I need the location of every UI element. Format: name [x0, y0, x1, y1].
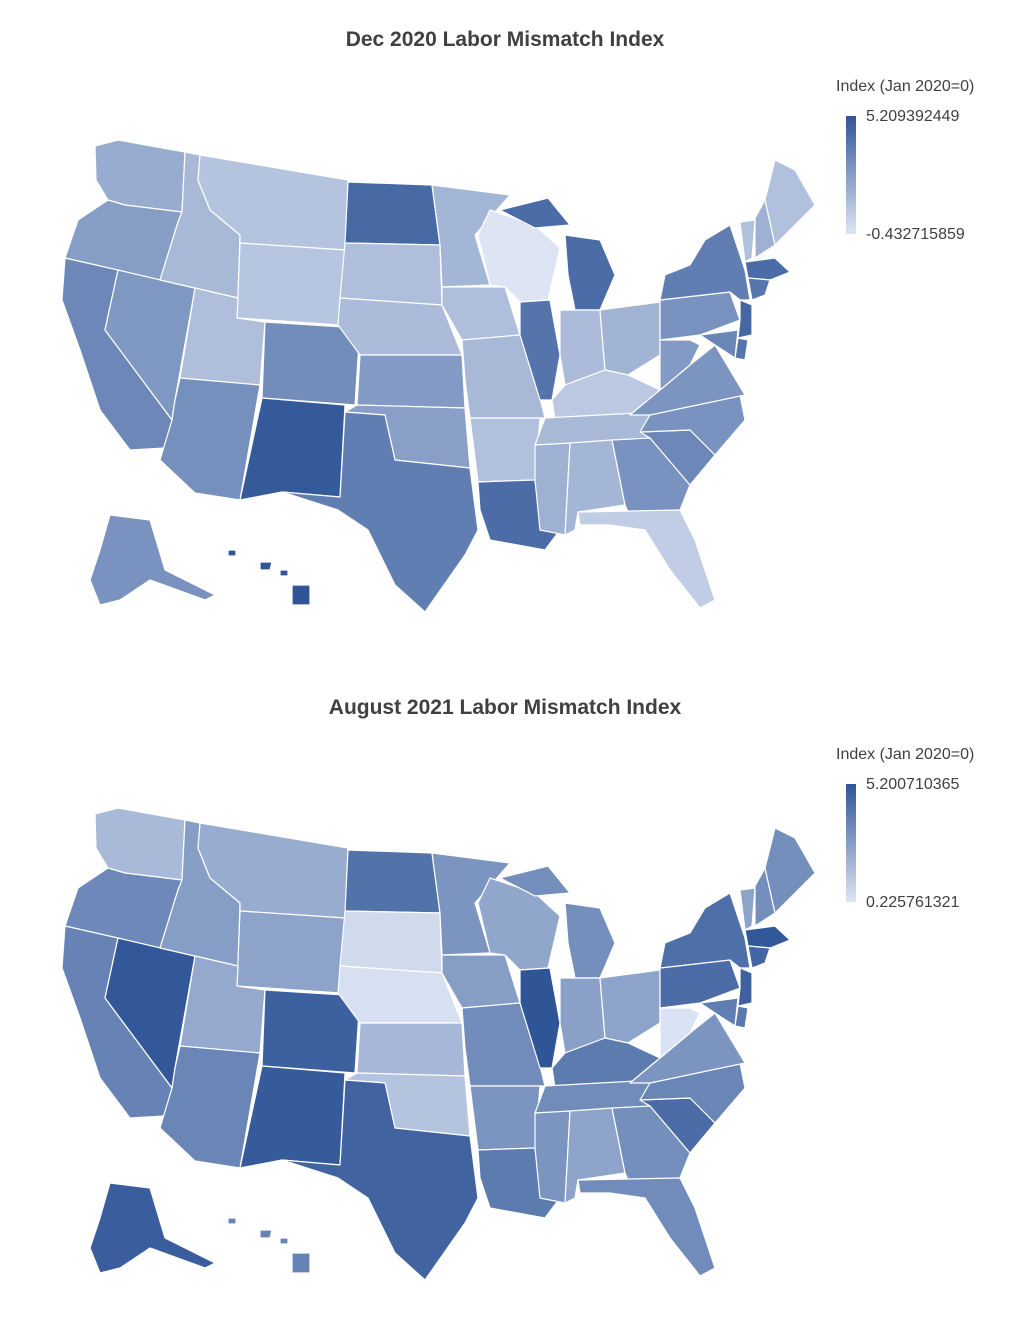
map-title: Dec 2020 Labor Mismatch Index	[345, 28, 665, 51]
state-ct	[747, 945, 771, 969]
legend-min-value: 0.225761321	[866, 894, 960, 911]
state-az	[159, 1045, 261, 1169]
state-ks	[356, 1022, 466, 1077]
legend-min-value: -0.432715859	[866, 226, 965, 243]
state-nd	[344, 181, 441, 246]
legend-title: Index (Jan 2020=0)	[836, 78, 975, 95]
legend-color-bar	[846, 116, 856, 234]
state-vt	[739, 887, 756, 931]
state-tx	[281, 1079, 479, 1281]
state-wy	[236, 910, 346, 994]
state-me	[764, 827, 816, 914]
map-panel-dec-2020: Dec 2020 Labor Mismatch Index Index (Jan…	[0, 0, 1010, 670]
state-ak	[89, 1182, 216, 1274]
state-oh	[599, 969, 661, 1044]
state-ma	[744, 257, 791, 281]
state-md	[699, 329, 739, 359]
state-me	[764, 159, 816, 246]
state-ct	[747, 277, 771, 301]
legend-title: Index (Jan 2020=0)	[836, 746, 975, 763]
state-ia	[441, 954, 521, 1009]
state-ar	[469, 1085, 541, 1151]
state-vt	[739, 219, 756, 263]
state-oh	[599, 301, 661, 376]
state-sd	[339, 910, 443, 974]
state-nj	[737, 967, 753, 1007]
legend-max-value: 5.200710365	[866, 776, 960, 793]
state-co	[261, 989, 361, 1074]
state-ks	[356, 354, 466, 409]
state-fl	[577, 509, 716, 609]
state-ny	[659, 224, 751, 301]
state-ia	[441, 286, 521, 341]
state-md	[699, 997, 739, 1027]
state-ak	[89, 514, 216, 606]
state-hi	[227, 1217, 311, 1274]
state-ms	[534, 1110, 571, 1204]
state-sd	[339, 242, 443, 306]
state-fl	[577, 1177, 716, 1277]
state-nm	[239, 1065, 346, 1169]
state-tx	[281, 411, 479, 613]
color-legend: Index (Jan 2020=0) 5.209392449 -0.432715…	[836, 78, 1010, 243]
map-title: August 2021 Labor Mismatch Index	[328, 696, 682, 719]
legend-max-value: 5.209392449	[866, 108, 960, 125]
us-choropleth-map	[61, 807, 816, 1281]
state-co	[261, 321, 361, 406]
state-wy	[236, 242, 346, 326]
state-nd	[344, 849, 441, 914]
state-nj	[737, 299, 753, 339]
legend-color-bar	[846, 784, 856, 902]
color-legend: Index (Jan 2020=0) 5.200710365 0.2257613…	[836, 746, 1010, 911]
state-ar	[469, 417, 541, 483]
state-ma	[744, 925, 791, 949]
state-az	[159, 377, 261, 501]
state-nm	[239, 397, 346, 501]
state-hi	[227, 549, 311, 606]
map-panel-aug-2021: August 2021 Labor Mismatch Index Index (…	[0, 668, 1010, 1338]
state-ms	[534, 442, 571, 536]
state-ny	[659, 892, 751, 969]
us-choropleth-map	[61, 139, 816, 613]
